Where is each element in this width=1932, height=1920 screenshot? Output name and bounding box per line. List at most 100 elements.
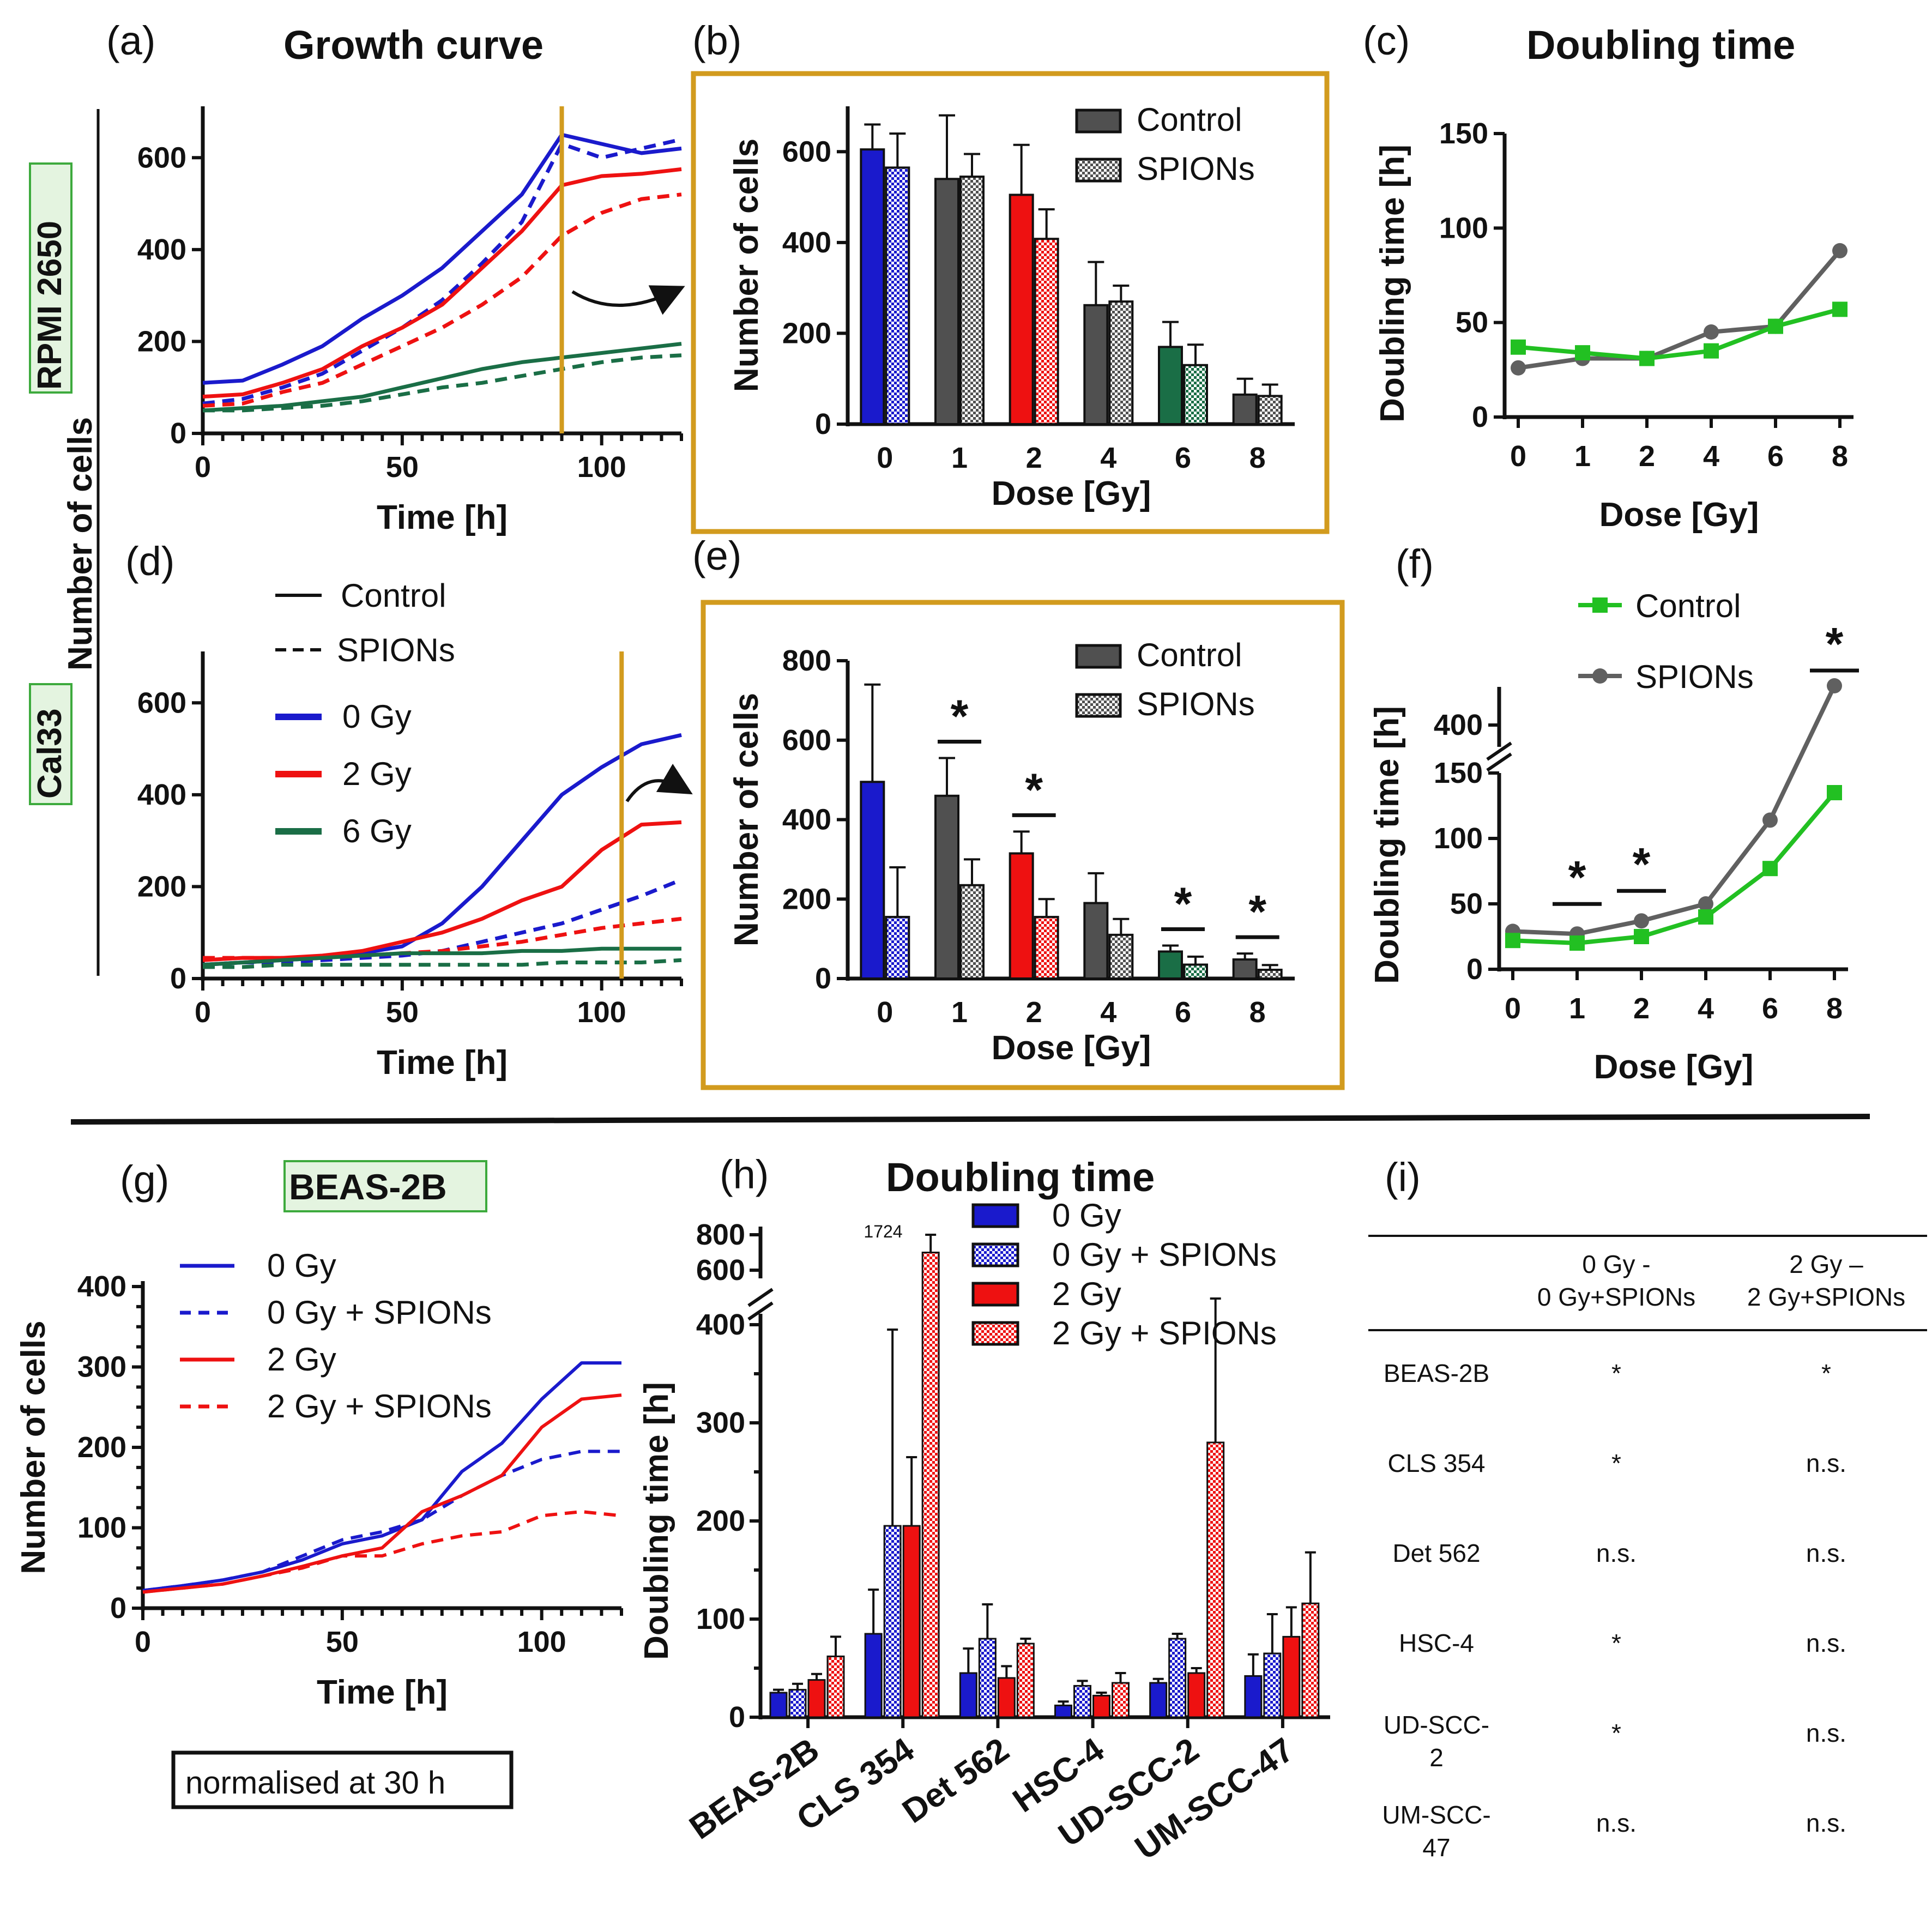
table-row-label: HSC-4 bbox=[1399, 1629, 1474, 1657]
y-tick-label: 400 bbox=[137, 233, 186, 266]
beas-label: BEAS-2B bbox=[283, 1160, 487, 1212]
bar bbox=[1282, 1635, 1301, 1718]
x-tick-label: Det 562 bbox=[896, 1731, 1016, 1831]
y-tick-label: 0 bbox=[815, 408, 831, 440]
bar bbox=[1092, 1694, 1110, 1718]
svg-text:Cal33: Cal33 bbox=[31, 709, 69, 799]
y-tick-label: 0 bbox=[815, 962, 831, 995]
y-axis-label: Doubling time [h] bbox=[1368, 706, 1406, 984]
sig-star: * bbox=[1025, 764, 1043, 815]
table-row-label: 2 bbox=[1429, 1743, 1444, 1772]
bar bbox=[1083, 304, 1109, 426]
bar bbox=[807, 1679, 826, 1718]
table-cell: n.s. bbox=[1596, 1539, 1637, 1567]
error-bar bbox=[964, 858, 980, 885]
x-tick-label: 8 bbox=[1249, 996, 1266, 1029]
x-tick-label: 4 bbox=[1100, 442, 1116, 474]
chart-d: 0 50 100 0 200 400 600 Time [h] bbox=[137, 651, 693, 1082]
bar bbox=[769, 1692, 788, 1718]
table-cell: n.s. bbox=[1806, 1809, 1846, 1837]
marker-control bbox=[1704, 343, 1719, 359]
legend-marker-control bbox=[1592, 597, 1608, 613]
y-tick-label: 400 bbox=[782, 804, 831, 836]
y-tick-label: 400 bbox=[137, 778, 186, 811]
x-tick-label: 6 bbox=[1175, 996, 1191, 1029]
table-header: 2 Gy – bbox=[1789, 1250, 1863, 1278]
legend-control: Control bbox=[1137, 637, 1242, 673]
svg-text:RPMI 2650: RPMI 2650 bbox=[31, 221, 69, 390]
bar bbox=[826, 1655, 845, 1718]
marker-spions bbox=[1634, 913, 1649, 929]
error-bar bbox=[1038, 208, 1055, 239]
legend-spions: SPIONs bbox=[1137, 686, 1255, 722]
panel-h-letter: (h) bbox=[720, 1152, 769, 1197]
error-bar bbox=[830, 1635, 841, 1657]
error-bar bbox=[964, 153, 980, 177]
marker-control bbox=[1511, 339, 1526, 355]
x-tick-label: 4 bbox=[1100, 996, 1116, 1029]
panel-c-title: Doubling time bbox=[1526, 22, 1795, 68]
error-bar bbox=[1187, 955, 1204, 965]
series-line-Control bbox=[1512, 791, 1837, 946]
x-tick-label: 6 bbox=[1175, 442, 1191, 474]
chart-g: 0 50 100 0 100 200 300 400 Time [h] Number of cel… bbox=[15, 1270, 623, 1711]
x-tick-label: 0 bbox=[195, 451, 211, 484]
legend-spions: SPIONs bbox=[1137, 150, 1255, 187]
sig-star: * bbox=[1174, 878, 1192, 929]
bar bbox=[959, 884, 985, 980]
x-tick-label: 0 bbox=[877, 442, 893, 474]
y-tick-label: 600 bbox=[782, 724, 831, 757]
error-bar bbox=[889, 866, 906, 917]
legend-swatch bbox=[971, 1242, 1019, 1267]
rpmi-label: RPMI 2650 bbox=[29, 162, 73, 394]
bar bbox=[1301, 1602, 1320, 1718]
y-axis-label: Doubling time [h] bbox=[1374, 144, 1411, 422]
legend-d-6gy: 6 Gy bbox=[342, 813, 412, 849]
y-tick-label: 400 bbox=[77, 1270, 126, 1303]
marker-control bbox=[1569, 935, 1585, 951]
x-tick-label: 8 bbox=[1832, 440, 1848, 473]
y-tick-label: 0 bbox=[170, 962, 186, 995]
bar bbox=[1054, 1704, 1072, 1718]
legend-d-0gy: 0 Gy bbox=[342, 698, 412, 735]
bar bbox=[1232, 958, 1258, 980]
svg-text:normalised at 30 h: normalised at 30 h bbox=[185, 1765, 445, 1801]
error-bar bbox=[906, 1456, 917, 1526]
series-line-5 bbox=[203, 353, 682, 413]
bar bbox=[1083, 902, 1109, 980]
table-cell: * bbox=[1611, 1719, 1621, 1747]
x-tick-label: 50 bbox=[326, 1626, 359, 1658]
bar bbox=[1257, 395, 1283, 425]
panel-b-frame bbox=[691, 71, 1330, 534]
series-line-3 bbox=[142, 1510, 622, 1594]
table-cell: n.s. bbox=[1806, 1539, 1846, 1567]
table-row-label: CLS 354 bbox=[1387, 1449, 1485, 1477]
marker-control bbox=[1827, 785, 1842, 800]
x-axis-label: Dose [Gy] bbox=[992, 1029, 1151, 1067]
panel-i-letter: (i) bbox=[1385, 1155, 1421, 1200]
legend-d-control: Control bbox=[341, 577, 446, 614]
error-bar bbox=[963, 1647, 974, 1673]
axis-break bbox=[1486, 752, 1512, 772]
bar bbox=[902, 1525, 921, 1718]
legend-g-2gy: 2 Gy bbox=[267, 1341, 336, 1378]
panel-d-letter: (d) bbox=[125, 539, 174, 584]
legend-swatch-control bbox=[1075, 108, 1122, 134]
error-bar bbox=[1172, 1633, 1183, 1639]
table-header: 0 Gy - bbox=[1582, 1250, 1650, 1278]
panel-a-title: Growth curve bbox=[283, 22, 544, 68]
error-bar bbox=[1001, 1665, 1012, 1678]
y-tick-label: 300 bbox=[77, 1351, 126, 1384]
cal33-label: Cal33 bbox=[29, 683, 73, 805]
legend-swatch bbox=[971, 1203, 1019, 1228]
panel-e-letter: (e) bbox=[692, 533, 741, 578]
x-tick-label: 0 bbox=[1505, 992, 1521, 1025]
series-line-1 bbox=[202, 137, 682, 406]
bar bbox=[1263, 1652, 1282, 1718]
x-tick-label: 1 bbox=[951, 996, 968, 1029]
x-tick-label: 1 bbox=[1574, 440, 1591, 473]
error-bar bbox=[1247, 1653, 1259, 1676]
error-bar bbox=[1261, 383, 1278, 396]
table-header: 0 Gy+SPIONs bbox=[1537, 1283, 1695, 1311]
